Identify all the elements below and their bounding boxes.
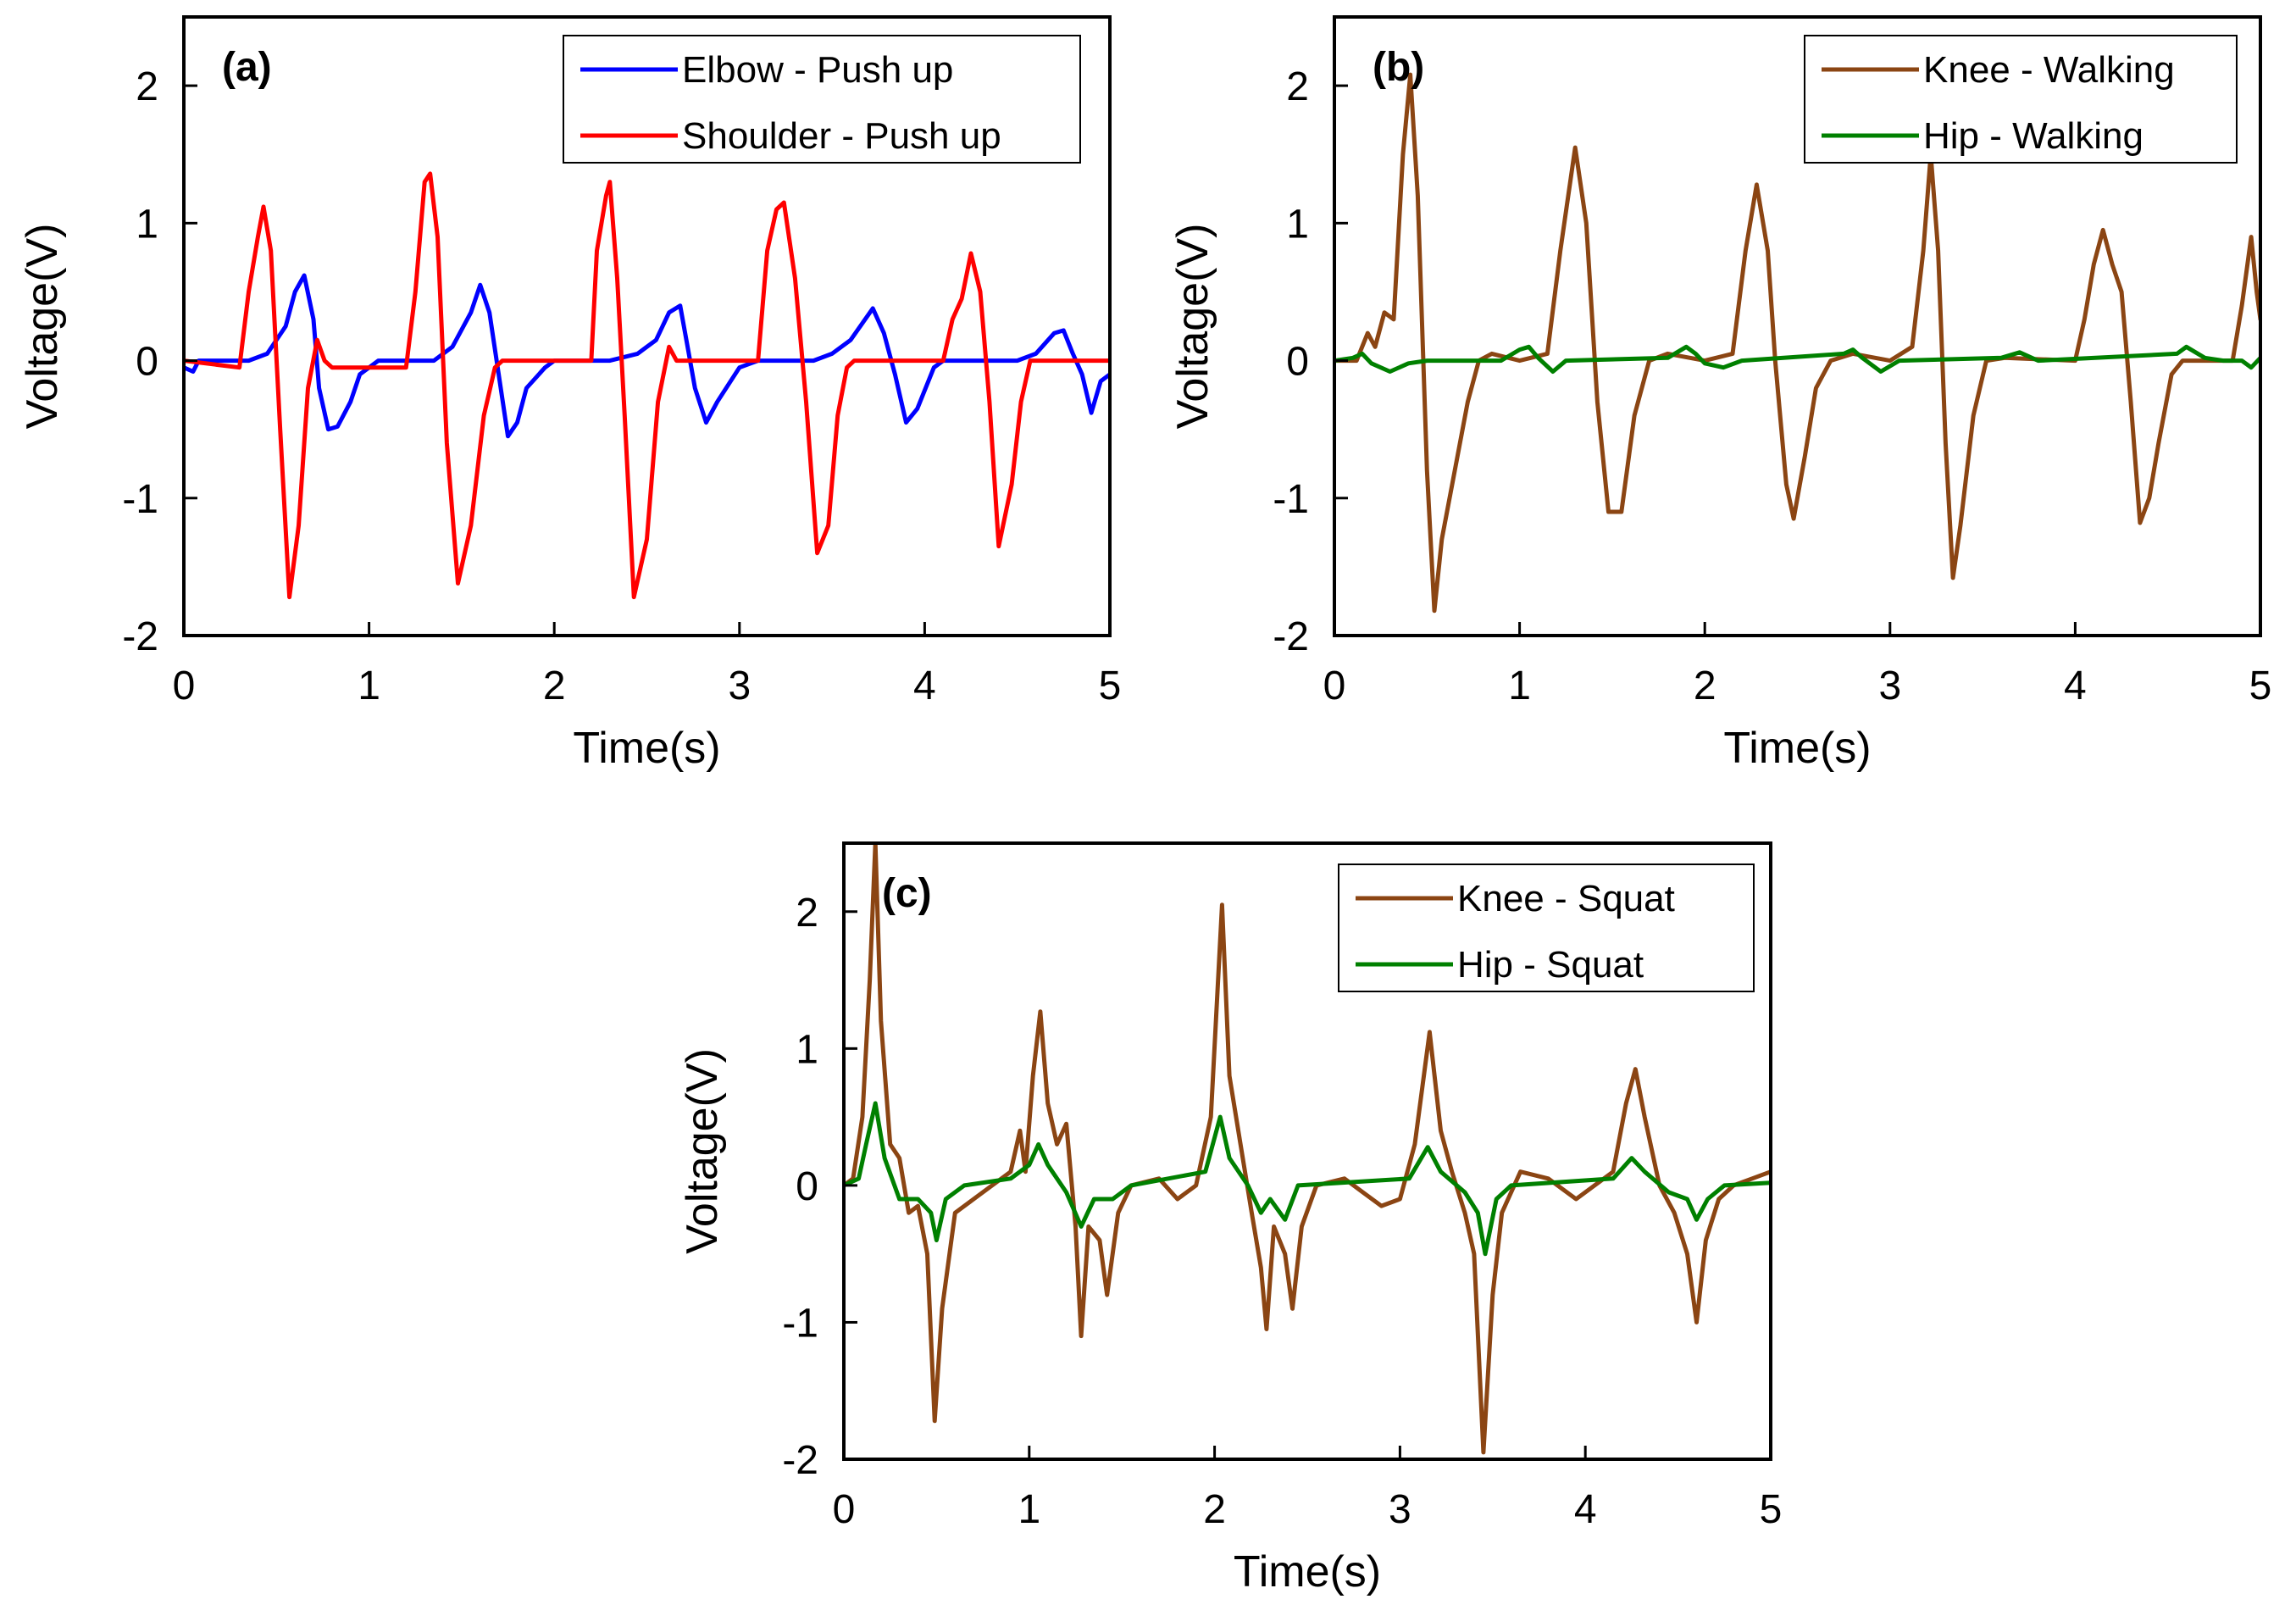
axes-frame [1333,15,2262,637]
legend-box [1804,35,2238,164]
y-tick-label: -1 [122,477,158,522]
series-line-0 [184,273,1110,439]
y-tick-label: 2 [1286,64,1309,109]
legend-label: Elbow - Push up [682,49,953,91]
y-tick-label: -2 [782,1438,818,1483]
y-tick-label: -2 [1273,614,1309,659]
axes-frame [842,841,1772,1461]
y-tick-label: -1 [782,1301,818,1346]
y-axis-title: Voltage(V) [678,1048,727,1254]
panel-label: (c) [882,871,932,916]
y-tick-label: 2 [796,891,818,936]
x-tick-label: 5 [1099,664,1122,708]
x-tick-label: 5 [1760,1487,1783,1532]
x-tick-label: 4 [913,664,936,708]
panel-label: (b) [1373,45,1424,90]
legend-box [563,35,1081,164]
series-line-1 [1334,344,2260,374]
y-tick-label: 1 [796,1027,818,1072]
y-tick-label: 0 [1286,340,1309,385]
y-tick-label: -2 [122,614,158,659]
x-tick-label: 1 [358,664,380,708]
x-tick-label: 2 [1694,664,1716,708]
y-tick-label: 0 [136,340,158,385]
x-tick-label: 3 [1389,1487,1411,1532]
x-tick-label: 2 [543,664,566,708]
y-tick-label: 1 [136,202,158,247]
x-tick-label: 1 [1508,664,1531,708]
legend-label: Hip - Walking [1923,115,2143,157]
y-axis-title: Voltage(V) [18,224,67,430]
legend-label: Hip - Squat [1457,944,1644,986]
y-tick-label: 0 [796,1164,818,1209]
series-line-1 [184,171,1110,600]
x-axis-title: Time(s) [1234,1547,1381,1597]
panel-label: (a) [222,45,272,90]
x-tick-label: 1 [1018,1487,1040,1532]
x-tick-label: 2 [1203,1487,1226,1532]
y-tick-label: 1 [1286,202,1309,247]
y-tick-label: -1 [1273,477,1309,522]
x-tick-label: 3 [728,664,751,708]
x-axis-title: Time(s) [1723,724,1871,773]
x-tick-label: 4 [1574,1487,1597,1532]
x-tick-label: 0 [833,1487,856,1532]
y-axis-title: Voltage(V) [1168,224,1217,430]
series-line-1 [844,1101,1771,1257]
y-tick-label: 2 [136,64,158,109]
legend-box [1338,864,1755,992]
x-tick-label: 0 [173,664,196,708]
legend-label: Knee - Squat [1457,878,1675,919]
series-line-0 [1334,72,2260,614]
axes-frame [182,15,1112,637]
legend-label: Knee - Walking [1923,49,2175,91]
x-tick-label: 3 [1878,664,1901,708]
x-tick-label: 4 [2064,664,2087,708]
x-axis-title: Time(s) [573,724,720,773]
x-tick-label: 0 [1323,664,1346,708]
x-tick-label: 5 [2249,664,2272,708]
legend-label: Shoulder - Push up [682,115,1001,157]
